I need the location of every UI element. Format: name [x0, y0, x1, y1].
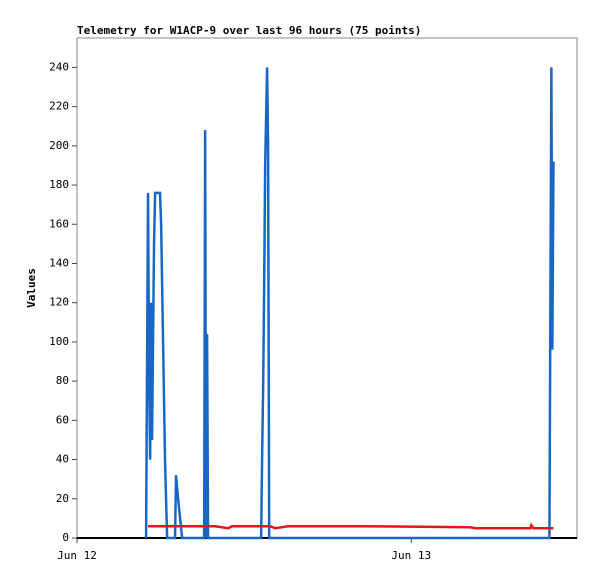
y-tick-label: 0 [62, 531, 69, 544]
y-tick-label: 140 [49, 256, 69, 269]
x-tick-label: Jun 13 [391, 549, 431, 562]
y-tick-label: 200 [49, 139, 69, 152]
y-tick-label: 80 [56, 374, 69, 387]
chart-title: Telemetry for W1ACP-9 over last 96 hours… [77, 24, 421, 37]
y-tick-label: 160 [49, 217, 69, 230]
y-tick-label: 220 [49, 100, 69, 113]
y-tick-label: 60 [56, 413, 69, 426]
y-tick-label: 100 [49, 335, 69, 348]
data-line [148, 522, 554, 530]
y-tick-label: 20 [56, 492, 69, 505]
y-tick-label: 40 [56, 453, 69, 466]
y-tick-label: 120 [49, 296, 69, 309]
y-tick-label: 240 [49, 60, 69, 73]
plot-frame [76, 37, 578, 539]
y-tick-label: 180 [49, 178, 69, 191]
y-axis-label: Values [25, 268, 38, 308]
x-tick-label: Jun 12 [57, 549, 97, 562]
data-line [144, 67, 555, 540]
